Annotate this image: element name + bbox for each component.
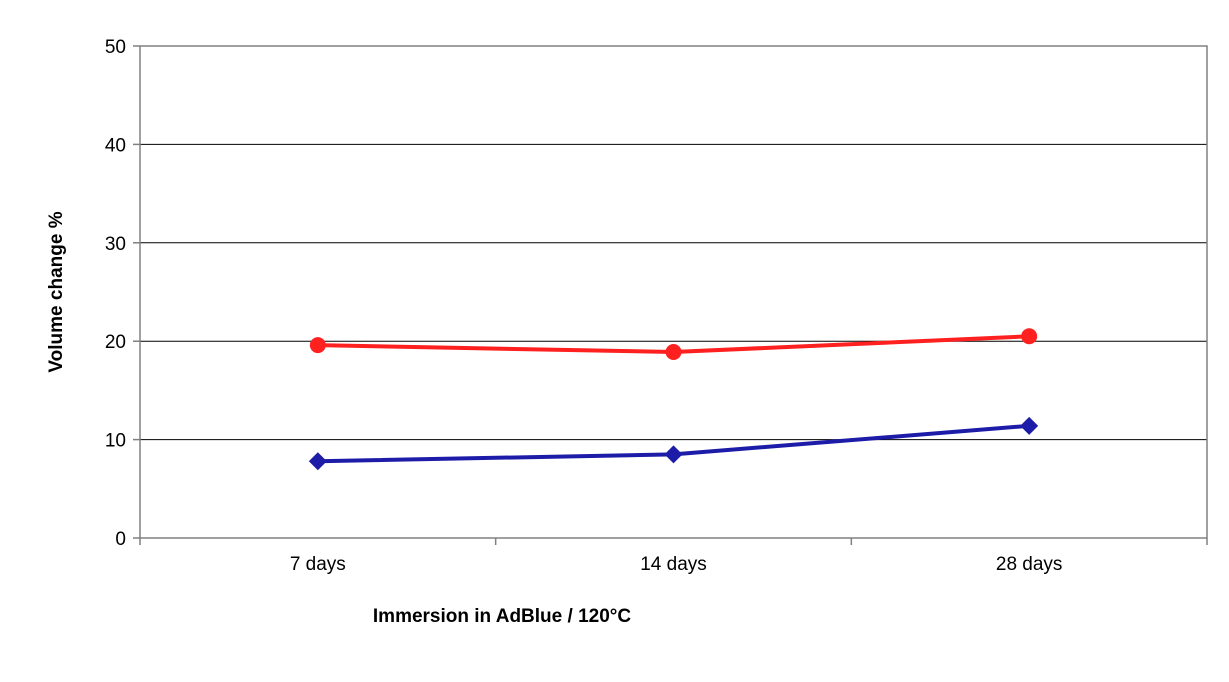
x-tick-label: 7 days — [290, 554, 346, 575]
y-axis-title: Volume change % — [46, 211, 67, 372]
series-2-point — [664, 445, 683, 464]
series-2-point — [308, 452, 327, 471]
grid-lines — [140, 143, 1207, 441]
series-2 — [308, 416, 1039, 471]
y-tick-label: 40 — [105, 135, 126, 156]
x-tick-label: 28 days — [996, 554, 1063, 575]
y-tick-label: 10 — [105, 431, 126, 452]
x-axis-title: Immersion in AdBlue / 120°C — [373, 606, 631, 627]
series-1-point — [665, 344, 682, 361]
plot-area-frame — [139, 45, 1208, 539]
x-axis-ticks: 7 days 14 days 28 days — [139, 538, 1208, 575]
y-tick-label: 0 — [115, 529, 126, 550]
x-tick-label: 14 days — [640, 554, 707, 575]
series-2-point — [1020, 416, 1039, 435]
series-1 — [309, 328, 1038, 361]
y-tick-label: 30 — [105, 234, 126, 255]
series-layer — [308, 328, 1039, 471]
series-1-point — [1021, 328, 1038, 345]
series-1-point — [309, 337, 326, 354]
y-tick-label: 20 — [105, 332, 126, 353]
y-axis-ticks: 0 10 20 30 40 50 — [105, 37, 140, 550]
y-tick-label: 50 — [105, 37, 126, 58]
